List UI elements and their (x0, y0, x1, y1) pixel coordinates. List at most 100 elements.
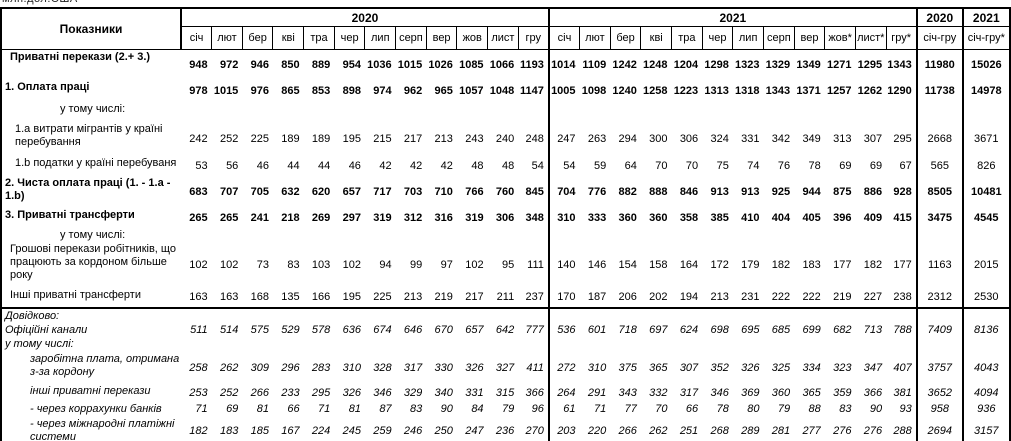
value-cell: 87 (379, 403, 392, 415)
value-cell: 948 (189, 58, 208, 71)
value-cell: 718 (618, 323, 637, 336)
value-cell: 766 (465, 185, 484, 198)
value-cell: 94 (379, 258, 392, 271)
value-cell (733, 337, 764, 352)
value-cell: 348 (525, 211, 544, 224)
value-cell: 67 (899, 159, 912, 172)
value-cell: 978 (189, 84, 208, 97)
value-cell: 73 (256, 258, 269, 271)
value-cell: 252 (219, 386, 239, 399)
value-cell: 411 (526, 361, 544, 374)
value-cell: 168 (250, 291, 269, 303)
value-cell (547, 306, 580, 323)
total-cell: 2015 (961, 241, 1010, 288)
value-cell (610, 102, 641, 122)
value-cell (672, 337, 703, 352)
value-cell: 46 (256, 159, 269, 172)
value-cell: 404 (771, 211, 791, 224)
value-cell: 347 (863, 361, 883, 374)
value-cell: 83 (410, 403, 423, 415)
total-cell: 10481 (961, 175, 1010, 208)
value-cell: 213 (403, 291, 423, 303)
row-label: Довідково: (1, 306, 181, 323)
value-cell (580, 228, 611, 242)
value-cell (426, 102, 457, 122)
value-cell: 327 (495, 361, 515, 374)
total-cell (915, 101, 963, 122)
value-cell: 889 (311, 58, 331, 71)
value-cell: 1057 (459, 84, 484, 97)
value-cell: 845 (525, 185, 544, 198)
value-cell: 69 (869, 159, 883, 172)
value-cell: 56 (226, 159, 239, 172)
value-cell (672, 102, 703, 122)
value-cell: 340 (434, 386, 453, 399)
summary-period-2021-header: січ-гру* (961, 26, 1011, 50)
table-row: 3. Приватні трансферти 265 265 241 218 269 297… (1, 207, 1010, 228)
value-cell: 83 (839, 403, 852, 415)
value-cell: 54 (547, 155, 580, 176)
total-cell: 3671 (961, 121, 1010, 156)
value-cell (242, 228, 273, 242)
value-cell: 252 (219, 132, 239, 145)
value-cell: 163 (219, 291, 239, 303)
value-cell: 331 (741, 132, 760, 145)
value-cell (456, 306, 488, 323)
value-cell (334, 102, 365, 122)
value-cell: 262 (219, 361, 239, 374)
value-cell (825, 337, 856, 352)
value-cell: 269 (311, 211, 331, 224)
value-cell: 703 (403, 185, 423, 198)
month-2020-header: чер (333, 26, 366, 50)
value-cell: 182 (771, 258, 791, 271)
value-cell: 263 (587, 132, 607, 145)
value-cell: 103 (311, 258, 331, 271)
month-2020-header: гру (517, 26, 550, 50)
total-cell: 15026 (961, 49, 1010, 80)
total-cell: 14978 (961, 79, 1010, 102)
value-cell: 295 (893, 132, 912, 145)
year-2020-header: 2020 (180, 7, 550, 27)
value-cell: 163 (189, 291, 208, 303)
value-cell: 164 (679, 258, 699, 271)
value-cell: 315 (495, 386, 515, 399)
table-row: у тому числі: (1, 227, 1010, 242)
value-cell: 1015 (213, 84, 239, 97)
row-label: - через коррахунки банків (30, 402, 162, 415)
total-cell (915, 336, 963, 352)
value-cell: 172 (710, 258, 729, 271)
value-cell (794, 228, 825, 242)
value-cell: 1015 (397, 58, 423, 71)
value-cell: 319 (373, 211, 392, 224)
total-cell: 2312 (915, 287, 963, 308)
value-cell: 42 (379, 159, 392, 172)
value-cell (855, 306, 887, 323)
value-cell: 307 (679, 361, 699, 374)
value-cell: 326 (342, 386, 361, 399)
value-cell: 704 (547, 175, 580, 208)
value-cell: 974 (373, 84, 392, 97)
value-cell (242, 306, 273, 323)
value-cell: 247 (465, 424, 484, 437)
value-cell: 59 (593, 159, 607, 172)
value-cell: 1298 (704, 58, 729, 71)
value-cell: 410 (741, 211, 760, 224)
value-cell (395, 306, 427, 323)
value-cell: 853 (311, 84, 331, 97)
value-cell: 346 (710, 386, 729, 399)
value-cell (181, 306, 212, 323)
value-cell: 674 (373, 323, 392, 336)
row-label: Інші приватні трансферти (10, 288, 141, 301)
value-cell: 93 (899, 403, 912, 415)
value-cell: 69 (226, 403, 239, 415)
value-cell: 251 (679, 424, 699, 437)
value-cell: 245 (342, 424, 361, 437)
value-cell (763, 102, 794, 122)
month-2021-header: серп (762, 26, 795, 50)
total-cell: 8136 (961, 322, 1010, 337)
value-cell: 185 (250, 424, 269, 437)
value-cell (672, 228, 703, 242)
value-cell: 44 (287, 159, 300, 172)
value-cell (855, 228, 886, 242)
value-cell: 360 (649, 211, 668, 224)
